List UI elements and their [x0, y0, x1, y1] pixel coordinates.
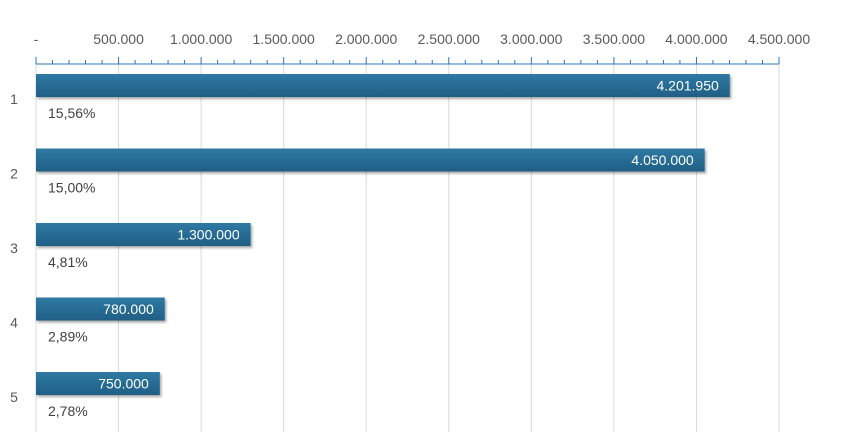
category-label: 1 — [10, 91, 18, 107]
x-tick-label: - — [34, 31, 39, 47]
category-label: 2 — [10, 166, 18, 182]
bar-value-label: 750.000 — [98, 376, 149, 392]
bar — [36, 74, 730, 97]
bar-value-label: 780.000 — [103, 301, 154, 317]
x-tick-label: 4.500.000 — [748, 31, 810, 47]
bar-percent-label: 15,56% — [48, 105, 95, 121]
bar-value-label: 1.300.000 — [177, 227, 239, 243]
bar-value-label: 4.201.950 — [656, 78, 718, 94]
bar — [36, 372, 160, 395]
category-label: 5 — [10, 389, 18, 405]
bar-percent-label: 4,81% — [48, 254, 88, 270]
bar-percent-label: 15,00% — [48, 180, 95, 196]
x-tick-label: 3.000.000 — [500, 31, 562, 47]
x-tick-label: 1.000.000 — [170, 31, 232, 47]
x-tick-label: 1.500.000 — [253, 31, 315, 47]
x-tick-label: 2.500.000 — [418, 31, 480, 47]
category-label: 3 — [10, 240, 18, 256]
bar — [36, 223, 251, 246]
x-tick-label: 3.500.000 — [583, 31, 645, 47]
x-tick-label: 2.000.000 — [335, 31, 397, 47]
bar-percent-label: 2,78% — [48, 403, 88, 419]
bar-value-label: 4.050.000 — [631, 152, 693, 168]
bar — [36, 148, 705, 172]
x-tick-label: 4.000.000 — [665, 31, 727, 47]
labels: 4.201.950 15,56% 1 4.050.000 15,00% 2 1.300.00… — [10, 78, 719, 420]
category-label: 4 — [10, 315, 18, 331]
x-tick-label: 500.000 — [93, 31, 144, 47]
bar-percent-label: 2,89% — [48, 329, 88, 345]
x-axis: - 500.000 1.000.000 1.500.000 2.000.000 2.500… — [34, 31, 810, 65]
bars — [36, 74, 730, 395]
bar — [36, 297, 165, 321]
gridlines — [35, 64, 780, 432]
